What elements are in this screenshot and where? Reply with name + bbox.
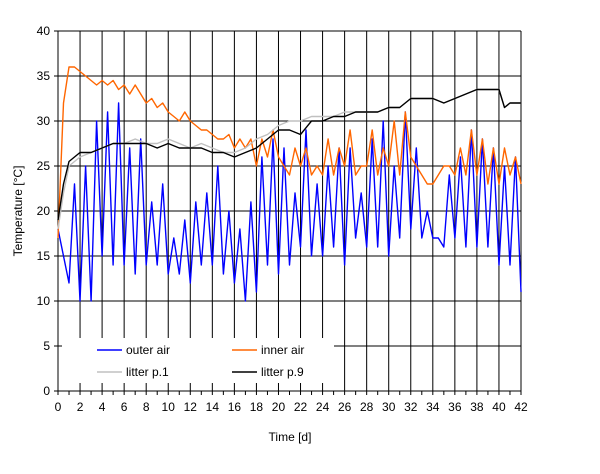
x-tick-label: 14 (206, 400, 220, 414)
y-tick-label: 25 (37, 159, 51, 173)
x-tick-label: 40 (492, 400, 506, 414)
series-line-inner-air (57, 66, 522, 239)
y-tick-label: 20 (37, 204, 51, 218)
x-tick-label: 4 (99, 400, 106, 414)
x-tick-label: 22 (294, 400, 308, 414)
y-tick-label: 40 (37, 24, 51, 38)
x-tick-label: 18 (250, 400, 264, 414)
x-tick-label: 30 (382, 400, 396, 414)
y-tick-label: 30 (37, 114, 51, 128)
x-tick-label: 24 (316, 400, 330, 414)
x-tick-label: 8 (143, 400, 150, 414)
x-tick-label: 10 (162, 400, 176, 414)
y-tick-label: 0 (43, 384, 50, 398)
legend-label: outer air (126, 343, 170, 357)
y-axis-title: Temperature [°C] (11, 166, 25, 257)
x-tick-label: 12 (184, 400, 198, 414)
legend-background (62, 338, 334, 383)
x-tick-label: 38 (470, 400, 484, 414)
x-tick-label: 0 (55, 400, 62, 414)
x-tick-label: 20 (272, 400, 286, 414)
x-tick-label: 6 (121, 400, 128, 414)
legend-label: inner air (261, 343, 304, 357)
legend: outer air inner air litter p.1 litter p.9 (62, 338, 334, 383)
series-line-litter-p-9 (57, 88, 521, 221)
series-lines (57, 66, 522, 302)
y-tick-label: 15 (37, 249, 51, 263)
x-tick-label: 34 (426, 400, 440, 414)
x-tick-label: 42 (514, 400, 528, 414)
legend-label: litter p.9 (261, 365, 304, 379)
x-tick-label: 2 (77, 400, 84, 414)
x-axis-title: Time [d] (269, 430, 312, 444)
x-tick-label: 32 (404, 400, 418, 414)
x-tick-label: 36 (448, 400, 462, 414)
x-tick-label: 28 (360, 400, 374, 414)
y-tick-label: 10 (37, 294, 51, 308)
x-tick-label: 16 (228, 400, 242, 414)
y-tick-label: 5 (43, 339, 50, 353)
legend-label: litter p.1 (126, 365, 169, 379)
x-tick-label: 26 (338, 400, 352, 414)
y-tick-label: 35 (37, 69, 51, 83)
series-line-outer-air (57, 102, 522, 302)
